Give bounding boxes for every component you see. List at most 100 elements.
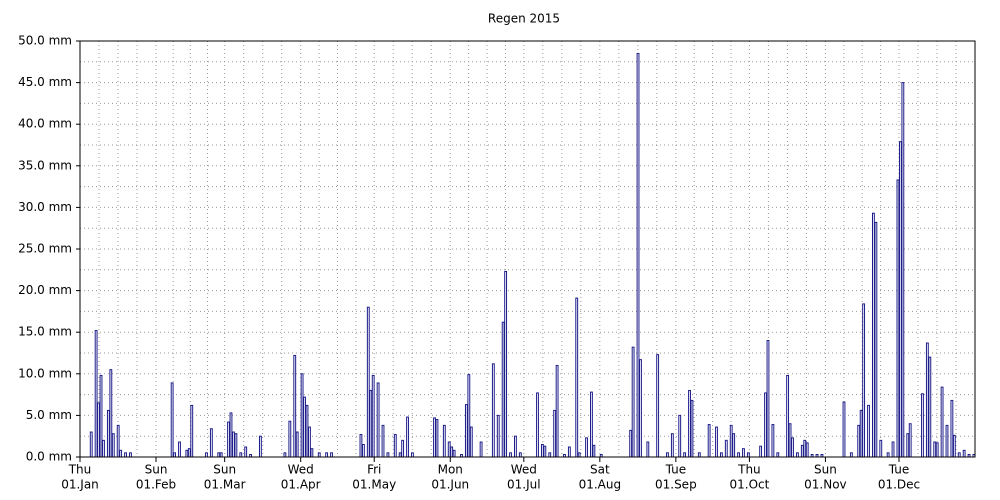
bar xyxy=(359,434,363,458)
bar xyxy=(219,452,223,458)
bar xyxy=(639,359,642,458)
bar xyxy=(227,421,230,458)
bar xyxy=(244,446,248,458)
bar xyxy=(94,330,98,458)
bar xyxy=(690,399,694,458)
bar xyxy=(945,424,949,458)
y-tick-label: 15.0 mm xyxy=(18,325,72,339)
bar xyxy=(543,445,547,458)
plot-frame xyxy=(79,40,976,458)
bar xyxy=(896,179,900,458)
bar xyxy=(795,452,799,458)
x-tick-label: Fri xyxy=(367,463,381,477)
y-tick-label: 5.0 mm xyxy=(26,408,72,422)
y-tick-label: 25.0 mm xyxy=(18,242,72,256)
x-tick-label: 01.Jun xyxy=(431,478,469,492)
y-tick-label: 45.0 mm xyxy=(18,75,72,89)
bar xyxy=(504,270,508,458)
x-tick-label: Thu xyxy=(737,463,761,477)
bar xyxy=(119,449,123,458)
bar xyxy=(697,452,701,458)
bar xyxy=(305,404,309,458)
bar xyxy=(891,441,895,458)
bar xyxy=(234,433,238,458)
bar xyxy=(636,52,640,458)
bar xyxy=(514,435,517,458)
bar xyxy=(239,452,243,458)
x-tick-label: Wed xyxy=(511,463,537,477)
x-tick-label: Sun xyxy=(814,463,837,477)
bar xyxy=(469,426,473,458)
bar xyxy=(173,452,177,458)
bar xyxy=(303,396,306,458)
bar xyxy=(89,431,93,458)
bar xyxy=(666,452,669,458)
bar xyxy=(646,441,650,458)
bar xyxy=(805,442,809,458)
x-tick-label: 01.Jul xyxy=(507,478,541,492)
bar xyxy=(187,448,191,458)
chart-title: Regen 2015 xyxy=(488,12,560,26)
bar xyxy=(867,404,870,458)
bar xyxy=(921,393,924,458)
bar xyxy=(874,221,878,458)
bar xyxy=(501,321,505,458)
bar xyxy=(786,374,790,458)
bar xyxy=(317,452,321,458)
bar xyxy=(800,444,804,458)
bar xyxy=(849,452,853,458)
bar xyxy=(688,389,691,458)
bar xyxy=(766,340,770,458)
x-tick-label: Tue xyxy=(888,463,910,477)
x-tick-label: Sun xyxy=(145,463,168,477)
bar xyxy=(361,444,365,458)
bar xyxy=(742,448,745,458)
bar xyxy=(435,419,439,458)
bar xyxy=(386,452,390,458)
x-tick-label: 01.Jan xyxy=(61,478,99,492)
bar xyxy=(776,452,780,458)
bar xyxy=(737,452,740,458)
bar xyxy=(129,452,132,458)
bar xyxy=(371,374,375,458)
bar xyxy=(190,404,194,458)
x-tick-label: Sat xyxy=(590,463,610,477)
bar xyxy=(548,452,552,458)
bar xyxy=(401,439,405,458)
bar xyxy=(803,439,807,458)
bar xyxy=(300,373,304,458)
bar xyxy=(957,452,961,458)
x-tick-label: Wed xyxy=(288,463,314,477)
x-tick-label: Sun xyxy=(213,463,236,477)
bar xyxy=(540,444,544,458)
bar xyxy=(908,423,912,458)
bar xyxy=(293,354,297,458)
bar xyxy=(707,424,711,458)
bar xyxy=(764,392,767,458)
bar xyxy=(102,439,105,458)
bar xyxy=(124,452,127,458)
bar xyxy=(898,141,902,458)
y-tick-label: 40.0 mm xyxy=(18,117,72,131)
bar xyxy=(433,417,436,458)
bar xyxy=(467,374,471,458)
bar xyxy=(629,429,633,458)
x-tick-label: Tue xyxy=(665,463,687,477)
x-tick-label: 01.May xyxy=(352,478,396,492)
bar xyxy=(567,446,571,458)
bar xyxy=(906,433,910,458)
bar xyxy=(962,449,966,458)
bar xyxy=(590,391,593,458)
bar xyxy=(442,424,446,458)
bar xyxy=(229,412,233,458)
x-tick-label: 01.Mar xyxy=(204,478,246,492)
bar xyxy=(170,382,174,458)
bar xyxy=(771,424,775,458)
bar xyxy=(518,452,522,458)
bar xyxy=(209,428,213,458)
bar xyxy=(791,437,794,458)
y-tick-label: 20.0 mm xyxy=(18,283,72,297)
y-tick-label: 50.0 mm xyxy=(18,34,72,48)
